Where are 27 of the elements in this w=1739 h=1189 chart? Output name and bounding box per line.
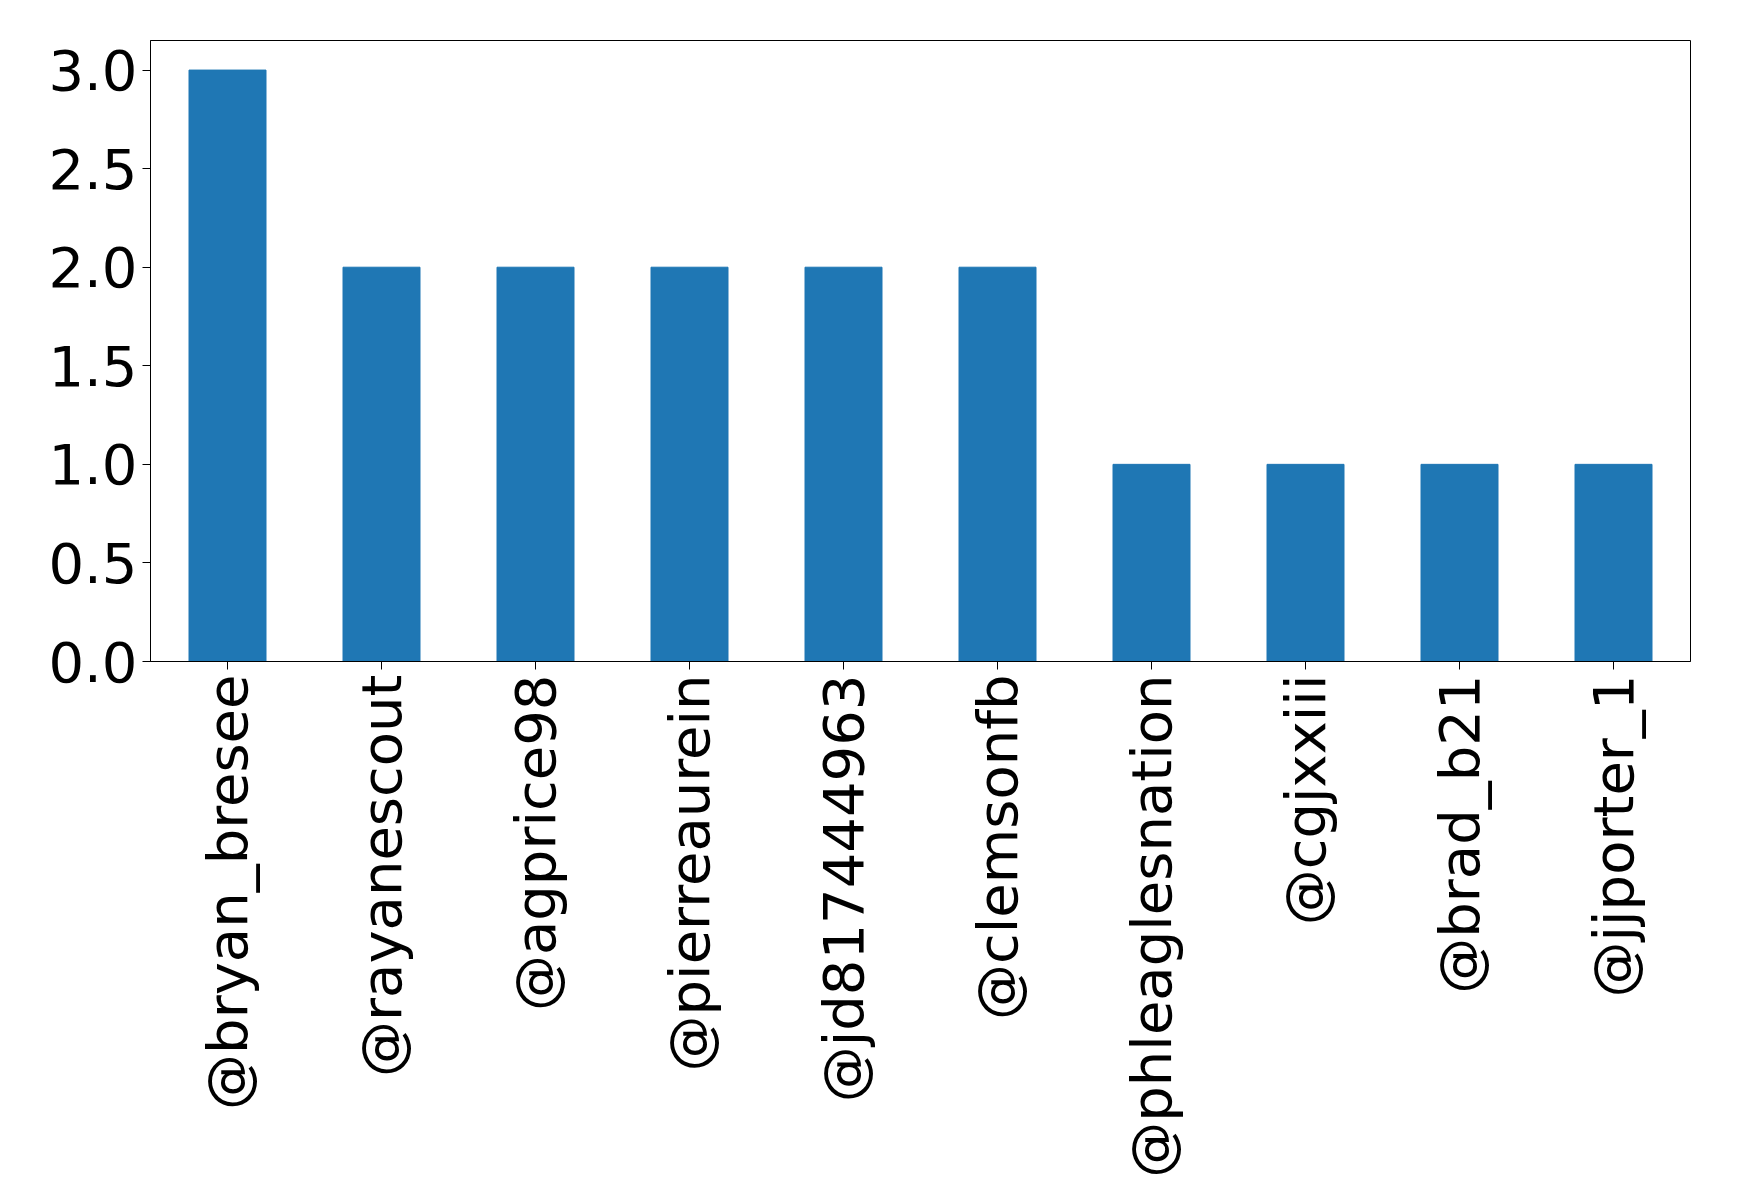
bar bbox=[958, 266, 1037, 662]
y-tick-label: 3.0 bbox=[48, 38, 138, 104]
bar bbox=[1112, 463, 1191, 662]
bar bbox=[1574, 463, 1653, 662]
bar bbox=[342, 266, 421, 662]
x-tick-label: @brad_b21 bbox=[1427, 674, 1492, 994]
y-tick-label: 0.5 bbox=[48, 530, 138, 596]
y-tick-label: 1.5 bbox=[48, 333, 138, 399]
bar bbox=[188, 69, 267, 662]
bar bbox=[650, 266, 729, 662]
y-tick-label: 0.0 bbox=[48, 629, 138, 695]
bar bbox=[804, 266, 883, 662]
bar bbox=[496, 266, 575, 662]
x-tick-label: @agprice98 bbox=[503, 674, 568, 1011]
x-tick-label: @bryan_bresee bbox=[195, 674, 260, 1110]
y-tick-label: 2.5 bbox=[48, 136, 138, 202]
x-tick-label: @phleaglesnation bbox=[1119, 674, 1184, 1178]
x-tick-label: @jjporter_1 bbox=[1581, 674, 1646, 998]
y-tick-label: 2.0 bbox=[48, 235, 138, 301]
bar bbox=[1420, 463, 1499, 662]
x-tick-label: @jd817444963 bbox=[811, 674, 876, 1103]
y-tick-label: 1.0 bbox=[48, 432, 138, 498]
x-tick-label: @clemsonfb bbox=[965, 674, 1030, 1021]
x-tick-label: @cgjxxiii bbox=[1273, 674, 1338, 926]
x-tick-label: @pierreaurein bbox=[657, 674, 722, 1072]
x-tick-label: @rayanescout bbox=[349, 674, 414, 1077]
bar bbox=[1266, 463, 1345, 662]
